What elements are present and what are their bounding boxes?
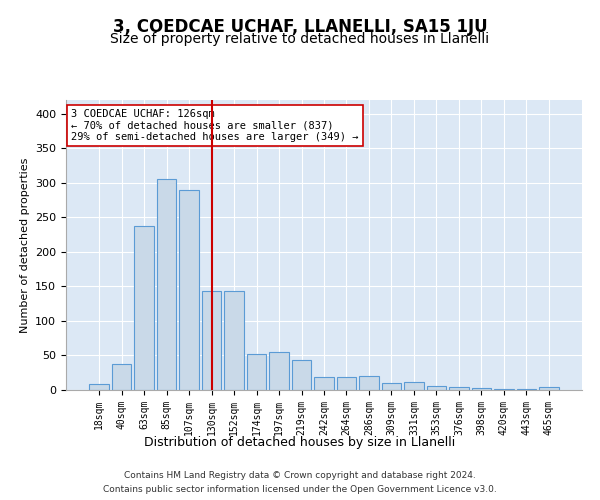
Bar: [404, 382, 424, 390]
Bar: [157, 180, 176, 390]
Bar: [314, 377, 334, 390]
Bar: [449, 387, 469, 390]
Bar: [472, 388, 491, 390]
Bar: [112, 364, 131, 390]
Bar: [269, 352, 289, 390]
Bar: [247, 354, 266, 390]
Bar: [89, 384, 109, 390]
Bar: [202, 292, 221, 390]
Text: Contains public sector information licensed under the Open Government Licence v3: Contains public sector information licen…: [103, 484, 497, 494]
Text: 3 COEDCAE UCHAF: 126sqm
← 70% of detached houses are smaller (837)
29% of semi-d: 3 COEDCAE UCHAF: 126sqm ← 70% of detache…: [71, 108, 359, 142]
Bar: [179, 190, 199, 390]
Y-axis label: Number of detached properties: Number of detached properties: [20, 158, 29, 332]
Bar: [224, 292, 244, 390]
Bar: [427, 386, 446, 390]
Bar: [359, 376, 379, 390]
Bar: [337, 377, 356, 390]
Bar: [134, 226, 154, 390]
Bar: [539, 387, 559, 390]
Bar: [292, 360, 311, 390]
Text: Contains HM Land Registry data © Crown copyright and database right 2024.: Contains HM Land Registry data © Crown c…: [124, 472, 476, 480]
Text: Size of property relative to detached houses in Llanelli: Size of property relative to detached ho…: [110, 32, 490, 46]
Bar: [382, 383, 401, 390]
Text: 3, COEDCAE UCHAF, LLANELLI, SA15 1JU: 3, COEDCAE UCHAF, LLANELLI, SA15 1JU: [113, 18, 487, 36]
Bar: [494, 388, 514, 390]
Text: Distribution of detached houses by size in Llanelli: Distribution of detached houses by size …: [145, 436, 455, 449]
